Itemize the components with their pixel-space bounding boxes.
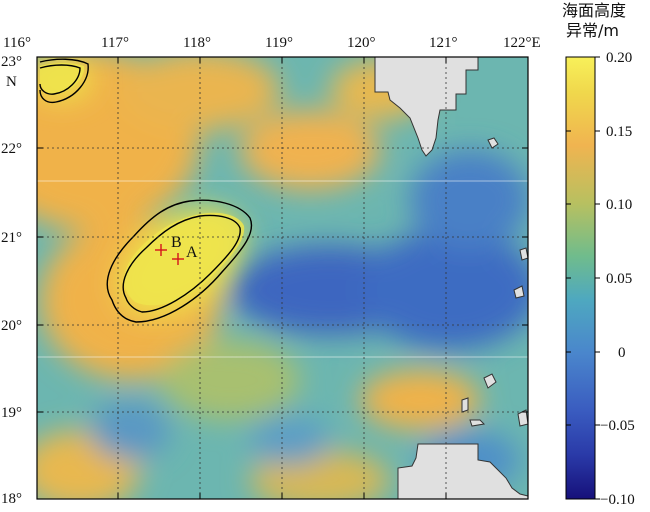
lat-label: 22°	[1, 141, 22, 157]
station-a-marker	[172, 253, 184, 265]
map-frame	[36, 56, 529, 500]
map-field	[37, 57, 528, 499]
taiwan-land	[374, 57, 479, 157]
colorbar-tick-label: −0.05	[600, 418, 635, 434]
colorbar: 海面高度 异常/m 0.20 0.15 0.10 0.05 0 −0.05 −0…	[562, 1, 635, 508]
island-2	[483, 373, 497, 389]
inner-contour	[122, 214, 241, 313]
lon-label: 116°	[3, 35, 31, 51]
colorbar-title-line1: 海面高度	[562, 1, 626, 20]
colorbar-tick-label: 0	[618, 345, 626, 361]
island-4	[469, 419, 486, 427]
land-masses	[374, 57, 528, 499]
contour-lines	[39, 58, 253, 323]
island-5	[517, 409, 528, 427]
lon-label: 120°	[347, 35, 376, 51]
latitude-labels: 23° N 22° 21° 20° 19° 18°	[1, 54, 22, 507]
lon-label: 119°	[265, 35, 293, 51]
island-7	[519, 247, 528, 261]
lon-label: 121°	[429, 35, 458, 51]
colorbar-tick-label: −0.10	[600, 492, 635, 508]
lat-label: 23°	[1, 54, 22, 70]
island-1	[487, 137, 499, 149]
lat-label: 18°	[1, 491, 22, 507]
island-3	[461, 397, 469, 413]
lat-label: 21°	[1, 230, 22, 246]
colorbar-tick-label: 0.10	[606, 197, 632, 213]
longitude-labels: 116° 117° 118° 119° 120° 121° 122°E	[3, 35, 541, 51]
lat-hemisphere-label: N	[6, 74, 17, 90]
corner-inner-contour	[39, 64, 81, 95]
philippines-land	[397, 443, 528, 499]
colorbar-tick-label: 0.15	[606, 124, 632, 140]
outer-contour	[106, 199, 253, 323]
station-a-label: A	[186, 244, 198, 261]
station-b-label: B	[171, 234, 182, 251]
corner-outer-contour	[39, 58, 89, 104]
high-core-fill	[123, 212, 245, 306]
colorbar-tick-label: 0.20	[606, 50, 632, 66]
colorbar-title-line2: 异常/m	[566, 21, 619, 40]
lat-label: 19°	[1, 405, 22, 421]
corner-core-fill	[40, 63, 85, 95]
island-6	[513, 285, 525, 299]
lat-label: 20°	[1, 318, 22, 334]
colorbar-tick-label: 0.05	[606, 271, 632, 287]
lon-label: 122°E	[503, 35, 541, 51]
station-markers	[155, 244, 184, 265]
lon-label: 117°	[101, 35, 129, 51]
graticule	[37, 57, 528, 499]
station-b-marker	[155, 244, 167, 256]
lon-label: 118°	[183, 35, 211, 51]
